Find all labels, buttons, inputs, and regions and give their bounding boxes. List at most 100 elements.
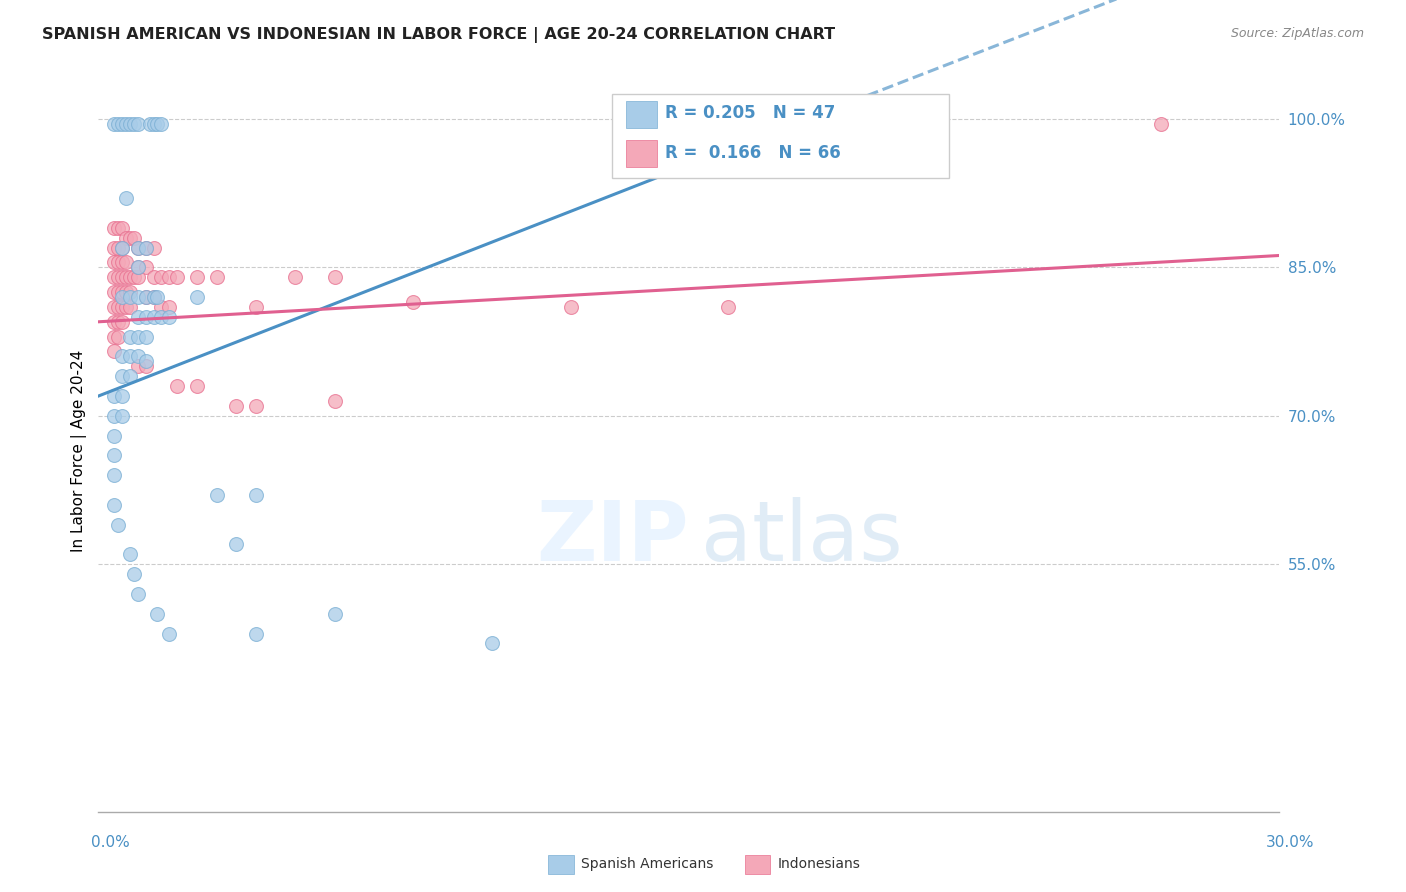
- Point: [135, 241, 157, 255]
- Point: [157, 626, 180, 640]
- Point: [127, 329, 149, 343]
- Point: [205, 270, 228, 285]
- Point: [107, 517, 129, 532]
- Point: [142, 310, 165, 324]
- Point: [127, 587, 149, 601]
- Point: [103, 409, 125, 423]
- Point: [115, 255, 138, 269]
- Point: [122, 230, 145, 244]
- Point: [142, 290, 165, 304]
- Point: [142, 270, 165, 285]
- Point: [111, 255, 134, 269]
- Point: [111, 300, 134, 314]
- Point: [103, 498, 125, 512]
- Y-axis label: In Labor Force | Age 20-24: In Labor Force | Age 20-24: [72, 350, 87, 551]
- Point: [245, 300, 267, 314]
- Point: [135, 290, 157, 304]
- Point: [111, 270, 134, 285]
- Point: [107, 285, 129, 299]
- Point: [111, 369, 134, 384]
- Point: [103, 344, 125, 359]
- Point: [127, 290, 149, 304]
- Point: [127, 350, 149, 364]
- Text: Source: ZipAtlas.com: Source: ZipAtlas.com: [1230, 27, 1364, 40]
- Point: [138, 117, 160, 131]
- Point: [118, 230, 141, 244]
- Point: [103, 449, 125, 463]
- Point: [142, 117, 165, 131]
- Point: [157, 270, 180, 285]
- Point: [115, 285, 138, 299]
- Point: [245, 488, 267, 502]
- Point: [146, 607, 169, 621]
- Point: [481, 636, 503, 650]
- Point: [186, 270, 208, 285]
- Point: [103, 270, 125, 285]
- Point: [111, 117, 134, 131]
- Point: [111, 241, 134, 255]
- Point: [118, 329, 141, 343]
- Text: atlas: atlas: [700, 497, 903, 578]
- Point: [115, 270, 138, 285]
- Point: [103, 389, 125, 403]
- Point: [118, 300, 141, 314]
- Point: [150, 117, 173, 131]
- Point: [323, 394, 346, 409]
- Point: [157, 310, 180, 324]
- Point: [118, 285, 141, 299]
- Point: [118, 290, 141, 304]
- Point: [118, 369, 141, 384]
- Point: [115, 230, 138, 244]
- Point: [103, 468, 125, 483]
- Point: [127, 359, 149, 374]
- Point: [127, 260, 149, 275]
- Point: [146, 290, 169, 304]
- Point: [107, 315, 129, 329]
- Point: [118, 350, 141, 364]
- Point: [107, 220, 129, 235]
- Point: [115, 117, 138, 131]
- Point: [103, 329, 125, 343]
- Point: [122, 567, 145, 582]
- Point: [135, 290, 157, 304]
- Point: [115, 300, 138, 314]
- Point: [118, 117, 141, 131]
- Point: [111, 409, 134, 423]
- Text: R = 0.205   N = 47: R = 0.205 N = 47: [665, 104, 835, 122]
- Point: [186, 379, 208, 393]
- Point: [205, 488, 228, 502]
- Point: [166, 270, 188, 285]
- Point: [875, 117, 897, 131]
- Point: [107, 270, 129, 285]
- Point: [135, 329, 157, 343]
- Point: [127, 117, 149, 131]
- Point: [107, 300, 129, 314]
- Text: R =  0.166   N = 66: R = 0.166 N = 66: [665, 144, 841, 161]
- Point: [142, 241, 165, 255]
- Point: [560, 300, 582, 314]
- Point: [111, 241, 134, 255]
- Point: [107, 117, 129, 131]
- Point: [111, 389, 134, 403]
- Point: [142, 290, 165, 304]
- Point: [323, 270, 346, 285]
- Point: [111, 315, 134, 329]
- Point: [127, 270, 149, 285]
- Point: [127, 310, 149, 324]
- Point: [103, 255, 125, 269]
- Point: [225, 399, 247, 413]
- Point: [402, 295, 425, 310]
- Point: [150, 270, 173, 285]
- Point: [111, 220, 134, 235]
- Point: [135, 260, 157, 275]
- Point: [107, 255, 129, 269]
- Point: [150, 300, 173, 314]
- Point: [122, 117, 145, 131]
- Point: [103, 300, 125, 314]
- Point: [150, 310, 173, 324]
- Point: [103, 220, 125, 235]
- Point: [157, 300, 180, 314]
- Point: [127, 241, 149, 255]
- Point: [103, 241, 125, 255]
- Point: [103, 428, 125, 442]
